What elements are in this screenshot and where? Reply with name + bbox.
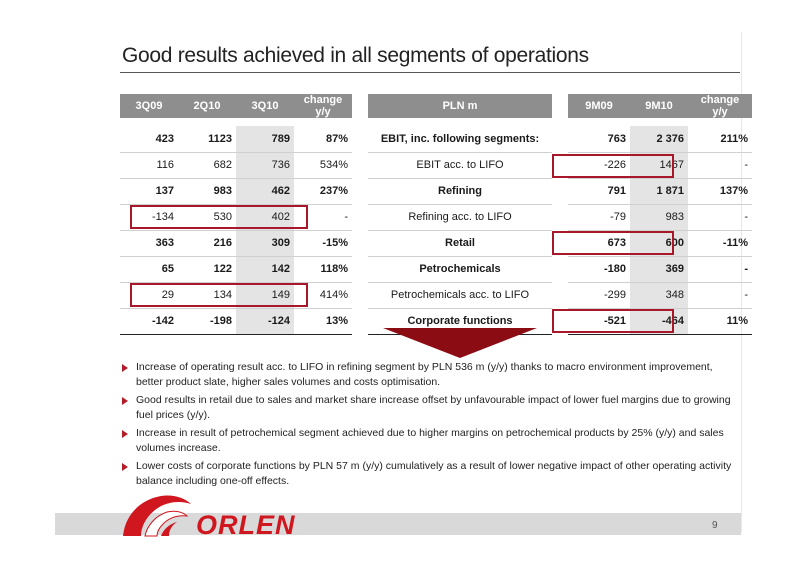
- financial-results-table: 3Q09 2Q10 3Q10 change y/y PLN m 9M09 9M1…: [120, 94, 752, 335]
- col-header-2q10: 2Q10: [178, 94, 236, 118]
- list-item: Lower costs of corporate functions by PL…: [120, 459, 732, 489]
- header-gap: [552, 94, 568, 118]
- bullet-list: Increase of operating result acc. to LIF…: [120, 360, 732, 492]
- row-label: Petrochemicals acc. to LIFO: [368, 282, 552, 309]
- row-label: EBIT acc. to LIFO: [368, 152, 552, 179]
- table-row: 423 1123 789 87% EBIT, inc. following se…: [120, 126, 752, 153]
- header-gap: [352, 94, 368, 118]
- col-header-9m10: 9M10: [630, 94, 688, 118]
- slide-title: Good results achieved in all segments of…: [122, 44, 589, 67]
- row-label: Refining acc. to LIFO: [368, 204, 552, 231]
- col-header-3q10: 3Q10: [236, 94, 294, 118]
- col-header-3q09: 3Q09: [120, 94, 178, 118]
- highlight-petrochem-lifo-quarters: [130, 283, 308, 307]
- page-number: 9: [712, 520, 718, 531]
- list-item: Increase in result of petrochemical segm…: [120, 426, 732, 456]
- col-header-pln: PLN m: [368, 94, 552, 118]
- table-row: -142 -198 -124 13% Corporate functions -…: [120, 308, 752, 335]
- col-header-9m09: 9M09: [568, 94, 630, 118]
- footer-bar: [55, 513, 741, 535]
- highlight-retail-9m: [552, 231, 674, 255]
- table-row: 65 122 142 118% Petrochemicals -180 369 …: [120, 256, 752, 283]
- row-label: Petrochemicals: [368, 256, 552, 283]
- highlight-corporate-9m: [552, 309, 674, 333]
- bullet-triangle-icon: [122, 397, 128, 405]
- bullet-triangle-icon: [122, 430, 128, 438]
- down-arrow-icon: [383, 328, 537, 358]
- table-row: -134 530 402 - Refining acc. to LIFO -79…: [120, 204, 752, 231]
- table-row: 29 134 149 414% Petrochemicals acc. to L…: [120, 282, 752, 309]
- title-divider: [120, 72, 740, 73]
- orlen-logo-text: ORLEN: [196, 510, 296, 540]
- table-row: 363 216 309 -15% Retail 673 600 -11%: [120, 230, 752, 257]
- table-header-row: 3Q09 2Q10 3Q10 change y/y PLN m 9M09 9M1…: [120, 94, 752, 118]
- table-row: 137 983 462 237% Refining 791 1 871 137%: [120, 178, 752, 205]
- row-label: Refining: [368, 178, 552, 205]
- bullet-triangle-icon: [122, 463, 128, 471]
- row-label: Retail: [368, 230, 552, 257]
- bullet-triangle-icon: [122, 364, 128, 372]
- col-header-change-quarter: change y/y: [294, 94, 352, 118]
- table-row: 116 682 736 534% EBIT acc. to LIFO -226 …: [120, 152, 752, 179]
- highlight-ebit-lifo-9m: [552, 154, 674, 178]
- col-header-change-cumulative: change y/y: [688, 94, 752, 118]
- highlight-refining-lifo-quarters: [130, 205, 308, 229]
- orlen-eagle-logo-icon: [123, 495, 191, 537]
- list-item: Increase of operating result acc. to LIF…: [120, 360, 732, 390]
- list-item: Good results in retail due to sales and …: [120, 393, 732, 423]
- row-label: EBIT, inc. following segments:: [368, 126, 552, 153]
